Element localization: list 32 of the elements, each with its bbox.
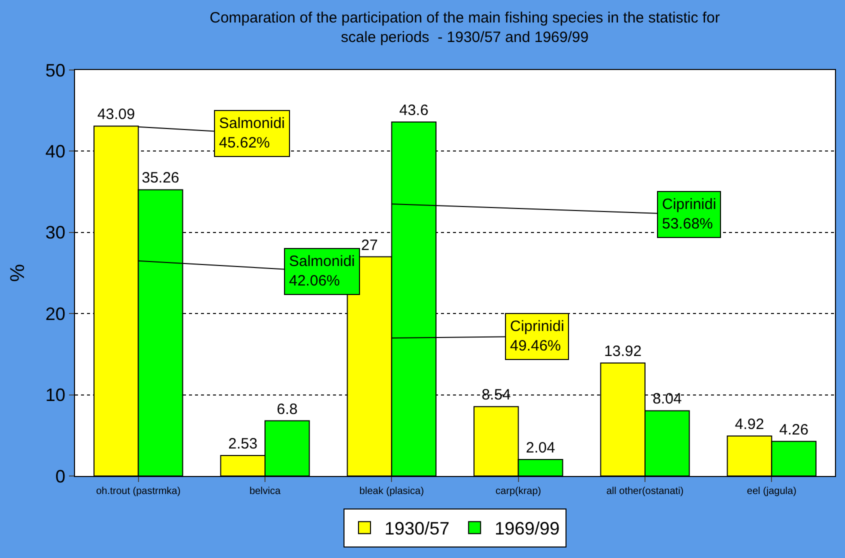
x-tick-label: eel (jagula)	[746, 486, 796, 497]
data-label: 43.6	[399, 102, 428, 119]
data-label: 2.04	[526, 439, 556, 456]
x-tick-label: all other(ostanati)	[606, 486, 684, 497]
x-tick-label: belvica	[249, 486, 281, 497]
y-axis-title: %	[6, 264, 29, 282]
y-tick-label: 10	[45, 385, 66, 406]
legend-label: 1930/57	[384, 518, 450, 539]
data-label: 6.8	[276, 400, 298, 418]
annotation: Salmonidi 42.06%	[289, 253, 355, 290]
data-label: 2.53	[228, 435, 258, 452]
data-label: 4.92	[734, 416, 764, 434]
data-label: 27	[361, 236, 378, 254]
y-tick-label: 50	[45, 60, 66, 80]
y-tick-label: 40	[45, 142, 66, 162]
y-tick-label: 20	[45, 304, 66, 324]
data-label: 8.54	[482, 386, 511, 404]
x-tick-label: bleak (plasica)	[359, 486, 424, 497]
annotation: Ciprinidi 49.46%	[510, 318, 564, 354]
data-label: 35.26	[142, 170, 180, 187]
data-label: 43.09	[97, 106, 135, 124]
legend-label: 1969/99	[494, 518, 560, 539]
x-tick-label: oh.trout (pastrmka)	[96, 486, 181, 497]
y-tick-label: 0	[55, 466, 66, 486]
y-tick-label: 30	[45, 222, 66, 243]
data-label: 8.04	[652, 390, 682, 408]
x-tick-label: carp(krap)	[496, 486, 542, 497]
data-label: 4.26	[779, 421, 808, 438]
data-label: 13.92	[604, 342, 642, 360]
chart-title: Comparation of the participation of the main fishing species in the statistic for scale periods - 1930/57 and 1969/99	[210, 9, 720, 46]
annotation: Ciprinidi 53.68%	[662, 196, 716, 232]
annotation: Salmonidi 45.62%	[219, 115, 285, 152]
